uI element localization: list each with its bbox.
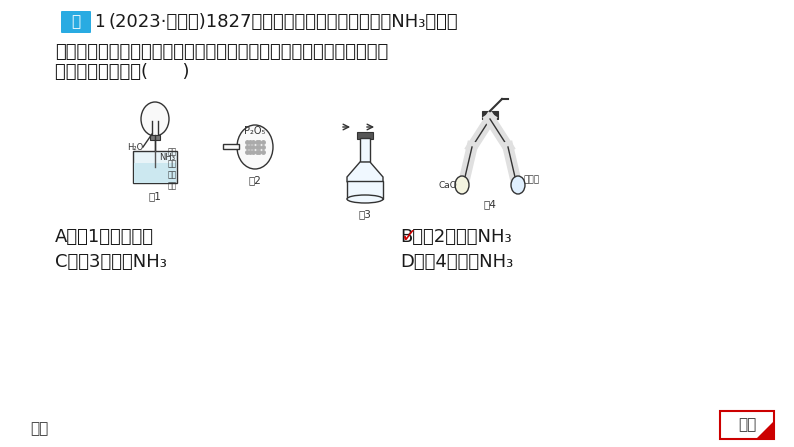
Bar	[347, 181, 383, 199]
Text: 浓氨水: 浓氨水	[524, 176, 540, 185]
Bar	[150, 135, 160, 140]
Text: 滴有
酚酞
的水
溶液: 滴有 酚酞 的水 溶液	[168, 148, 177, 190]
Polygon shape	[347, 162, 383, 182]
Bar	[720, 411, 774, 439]
Bar	[223, 144, 239, 149]
Text: 图2: 图2	[249, 175, 261, 185]
Text: 目录: 目录	[30, 422, 48, 437]
Text: P₂O₅: P₂O₅	[245, 126, 266, 136]
Text: 图3: 图3	[359, 209, 372, 219]
Text: ✓: ✓	[400, 228, 416, 246]
Bar	[133, 151, 177, 183]
Ellipse shape	[455, 176, 469, 194]
Ellipse shape	[237, 125, 273, 169]
Polygon shape	[756, 421, 774, 439]
FancyBboxPatch shape	[61, 11, 91, 33]
Bar	[357, 132, 373, 139]
Text: CaO: CaO	[438, 181, 457, 190]
Ellipse shape	[347, 195, 383, 203]
Bar	[152, 121, 158, 137]
Text: A．图1：喷泉实验: A．图1：喷泉实验	[55, 228, 154, 246]
Text: 答案: 答案	[738, 417, 756, 433]
Bar	[360, 138, 370, 162]
Text: D．图4：制备NH₃: D．图4：制备NH₃	[400, 253, 513, 271]
Bar	[482, 111, 498, 119]
Text: 达到预期目的的是(      ): 达到预期目的的是( )	[55, 63, 190, 81]
Text: H₂O: H₂O	[127, 143, 143, 152]
Text: 图1: 图1	[148, 191, 161, 201]
Text: C．图3：收集NH₃: C．图3：收集NH₃	[55, 253, 167, 271]
Text: 验。在此启发下，兴趣小组利用以下装置，进行如下实验。其中，难以: 验。在此启发下，兴趣小组利用以下装置，进行如下实验。其中，难以	[55, 43, 388, 61]
Text: NH₃: NH₃	[159, 152, 175, 161]
Bar	[134, 163, 176, 183]
Ellipse shape	[141, 102, 169, 136]
Text: 例: 例	[71, 14, 80, 30]
Text: 1: 1	[94, 13, 105, 31]
Text: B．图2：干燥NH₃: B．图2：干燥NH₃	[400, 228, 511, 246]
Text: 图4: 图4	[484, 199, 496, 209]
Ellipse shape	[511, 176, 525, 194]
Text: (2023·广东卷)1827年，英国科学家法拉第进行了NH₃喷泉实: (2023·广东卷)1827年，英国科学家法拉第进行了NH₃喷泉实	[108, 13, 457, 31]
